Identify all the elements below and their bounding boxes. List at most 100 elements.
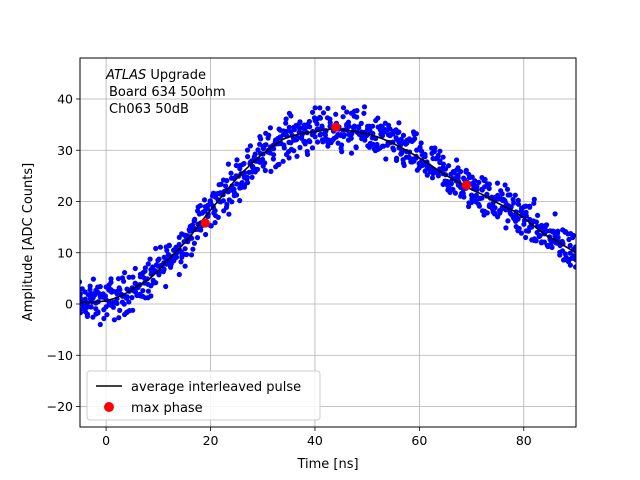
scatter-point-908	[549, 244, 555, 250]
scatter-point-362	[266, 132, 272, 138]
scatter-point-484	[327, 120, 333, 126]
scatter-point-24	[87, 287, 93, 293]
scatter-point-440	[307, 124, 313, 130]
scatter-point-768	[476, 179, 482, 185]
scatter-point-583	[380, 143, 387, 149]
scatter-point-621	[400, 132, 407, 138]
scatter-point-809	[497, 210, 503, 216]
scatter-point-53	[102, 293, 108, 299]
scatter-point-840	[515, 197, 521, 203]
scatter-point-943	[567, 242, 573, 249]
scatter-point-215	[190, 246, 196, 252]
scatter-point-467	[320, 110, 327, 116]
scatter-point-804	[494, 180, 501, 186]
scatter-point-423	[297, 144, 303, 151]
scatter-point-373	[271, 152, 277, 158]
scatter-point-292	[229, 199, 235, 205]
scatter-point-782	[484, 210, 490, 216]
scatter-point-524	[349, 131, 355, 137]
scatter-point-200	[182, 263, 188, 269]
scatter-point-749	[466, 203, 472, 210]
scatter-point-397	[283, 116, 289, 122]
scatter-point-458	[315, 139, 321, 145]
scatter-point-724	[454, 157, 460, 163]
scatter-point-412	[291, 127, 297, 133]
scatter-point-359	[262, 142, 268, 148]
scatter-point-203	[182, 246, 188, 252]
scatter-point-952	[573, 244, 576, 250]
scatter-point-832	[511, 200, 517, 206]
scatter-point-549	[362, 137, 368, 143]
x-tick-label-2: 40	[307, 433, 323, 448]
scatter-point-466	[319, 125, 325, 131]
scatter-point-751	[469, 174, 475, 180]
y-tick-label-5: 30	[57, 143, 73, 158]
scatter-point-274	[218, 181, 224, 187]
scatter-point-224	[192, 216, 198, 222]
scatter-point-129	[142, 268, 148, 274]
scatter-point-941	[567, 262, 574, 268]
scatter-point-143	[150, 264, 156, 270]
scatter-point-702	[442, 166, 448, 172]
legend-label-max-phase: max phase	[131, 401, 203, 416]
scatter-point-614	[395, 130, 401, 136]
y-tick-label-6: 40	[57, 92, 73, 107]
scatter-point-503	[339, 142, 345, 148]
y-axis-label: Amplitude [ADC Counts]	[21, 163, 36, 321]
scatter-point-657	[418, 140, 424, 146]
scatter-point-695	[440, 161, 446, 167]
scatter-point-4	[80, 279, 83, 285]
scatter-point-473	[322, 132, 328, 138]
scatter-point-102	[129, 295, 135, 301]
scatter-point-571	[374, 141, 380, 148]
x-axis-label: Time [ns]	[296, 457, 358, 472]
scatter-point-475	[325, 143, 331, 149]
scatter-point-737	[461, 175, 467, 181]
scatter-point-732	[458, 169, 464, 175]
scatter-point-95	[126, 274, 132, 280]
scatter-point-374	[270, 156, 276, 162]
scatter-point-859	[523, 234, 529, 241]
scatter-point-2	[80, 291, 83, 297]
scatter-point-323	[244, 147, 251, 153]
legend-label-average: average interleaved pulse	[131, 380, 301, 395]
scatter-point-825	[507, 192, 513, 198]
scatter-point-401	[286, 124, 292, 130]
scatter-point-699	[440, 154, 446, 160]
scatter-point-705	[446, 163, 452, 169]
y-tick-label-2: 0	[65, 297, 73, 312]
scatter-point-324	[245, 180, 251, 186]
scatter-point-453	[312, 105, 318, 111]
scatter-point-844	[515, 216, 521, 222]
scatter-point-146	[153, 245, 159, 252]
scatter-point-674	[427, 165, 433, 172]
legend: average interleaved pulse max phase	[86, 370, 321, 421]
scatter-point-459	[314, 121, 320, 127]
scatter-point-281	[224, 178, 230, 184]
scatter-point-647	[413, 131, 419, 137]
scatter-point-156	[157, 244, 163, 250]
scatter-point-68	[110, 304, 116, 310]
scatter-point-839	[512, 192, 518, 198]
max-phase-marker-2	[461, 180, 471, 190]
scatter-point-762	[474, 183, 480, 190]
scatter-point-321	[245, 154, 251, 160]
average-pulse-line	[80, 127, 576, 304]
annotation-atlas: ATLAS	[105, 68, 146, 83]
scatter-point-843	[516, 225, 522, 232]
scatter-point-562	[370, 123, 376, 129]
scatter-point-87	[121, 301, 127, 307]
scatter-point-396	[284, 128, 290, 135]
scatter-point-339	[251, 154, 257, 160]
scatter-point-587	[383, 156, 389, 162]
scatter-point-604	[390, 145, 396, 151]
scatter-point-133	[145, 261, 151, 267]
scatter-point-179	[168, 264, 174, 270]
scatter-point-260	[212, 208, 218, 214]
scatter-point-924	[557, 252, 563, 258]
scatter-point-501	[339, 149, 345, 155]
scatter-point-848	[518, 230, 525, 236]
scatter-point-543	[358, 120, 364, 126]
scatter-point-298	[231, 186, 237, 192]
scatter-point-462	[318, 131, 324, 137]
